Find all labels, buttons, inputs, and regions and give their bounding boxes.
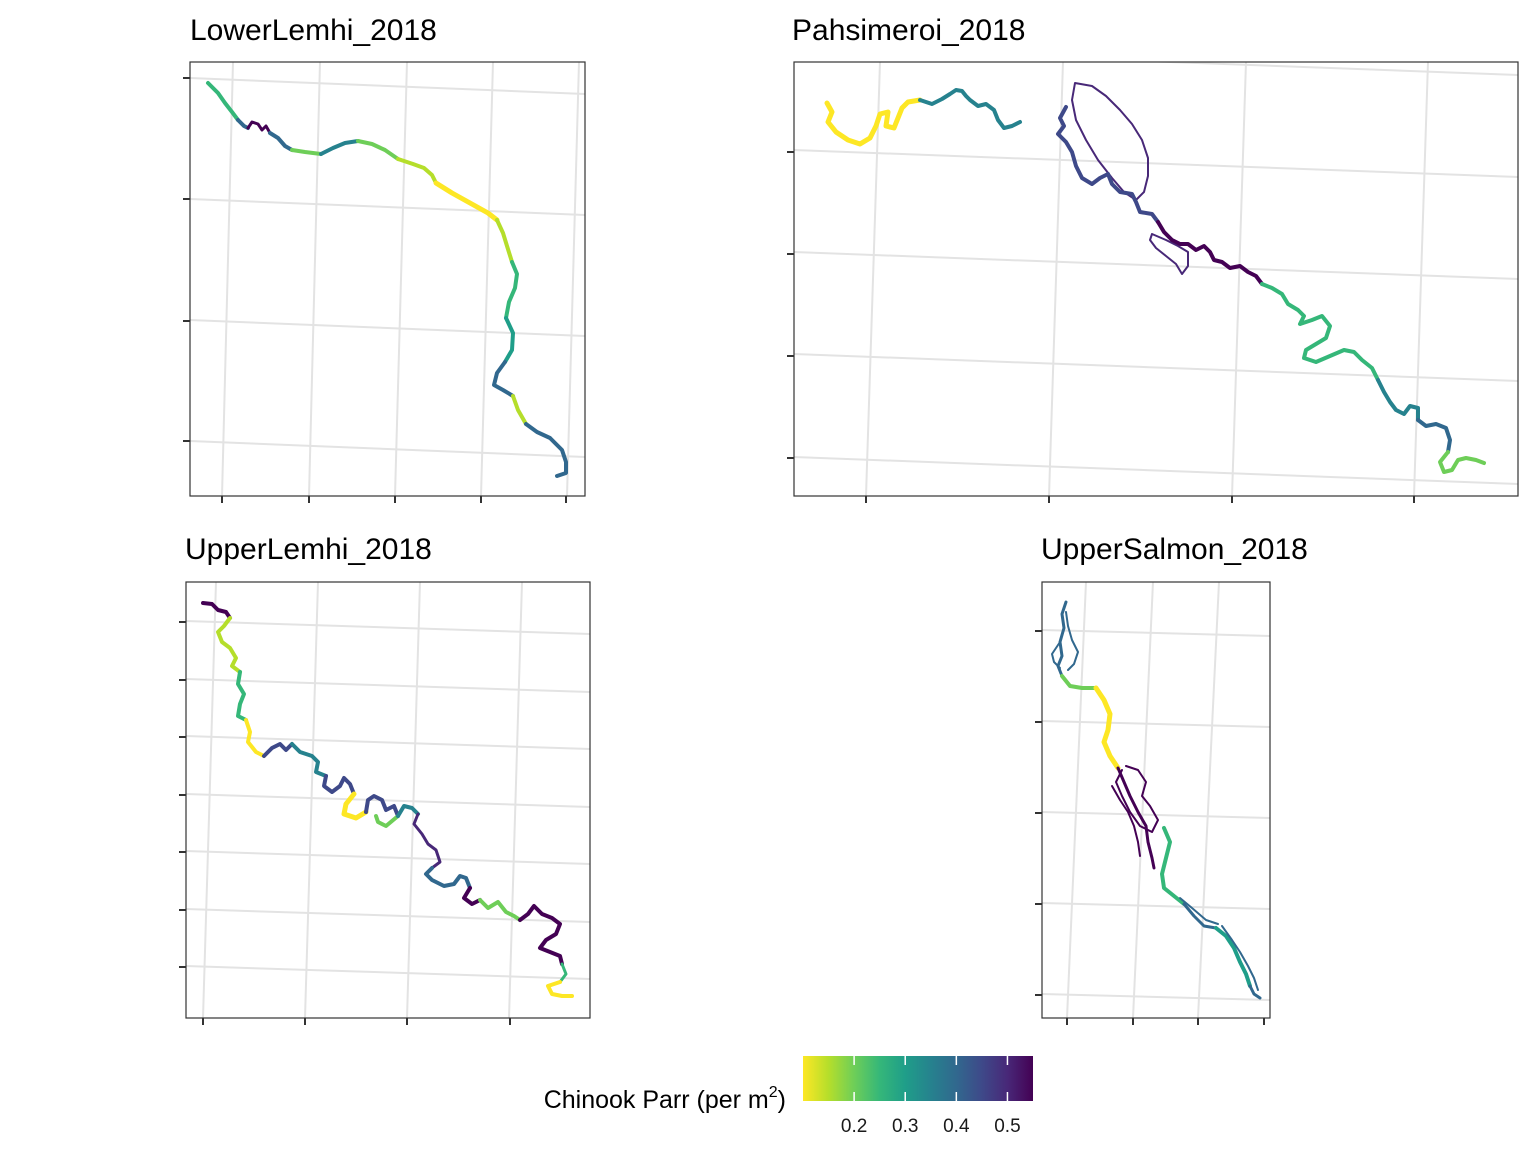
axis-ticks [787,151,1415,503]
colorbar-tick-label: 0.3 [892,1116,918,1137]
colorbar [803,1056,1033,1101]
panel-upper-lemhi: UpperLemhi_2018 [179,533,591,1025]
graticule [190,62,585,496]
panel-title: Pahsimeroi_2018 [792,14,1025,47]
graticule [186,582,590,1018]
graticule [794,62,1518,496]
axis-ticks [1035,630,1265,1025]
panel-frame [189,61,586,497]
panel-upper-salmon: UpperSalmon_2018 [1035,533,1308,1025]
colorbar-tick-label: 0.2 [841,1116,867,1137]
legend-title: Chinook Parr (per m2) [544,1084,786,1114]
graticule [1042,582,1270,1018]
river-lines [1051,600,1262,1000]
axis-ticks [183,77,567,503]
colorbar-ticks: 0.2 0.3 0.4 0.5 [841,1056,1021,1137]
river-lines [201,601,574,998]
panel-lower-lemhi: LowerLemhi_2018 [183,14,586,503]
river-lines [206,81,568,478]
panel-frame [1041,581,1271,1019]
colorbar-tick-label: 0.5 [994,1116,1020,1137]
panel-frame [185,581,591,1019]
panel-title: UpperSalmon_2018 [1041,533,1308,566]
colorbar-legend: Chinook Parr (per m2) 0.2 0.3 0.4 0.5 [544,1056,1033,1137]
panel-title: LowerLemhi_2018 [190,14,437,47]
panel-pahsimeroi: Pahsimeroi_2018 [787,14,1519,503]
colorbar-tick-label: 0.4 [943,1116,970,1137]
axis-ticks [179,621,511,1025]
panel-title: UpperLemhi_2018 [185,533,432,566]
river-lines [824,82,1486,474]
panel-frame [793,61,1519,497]
